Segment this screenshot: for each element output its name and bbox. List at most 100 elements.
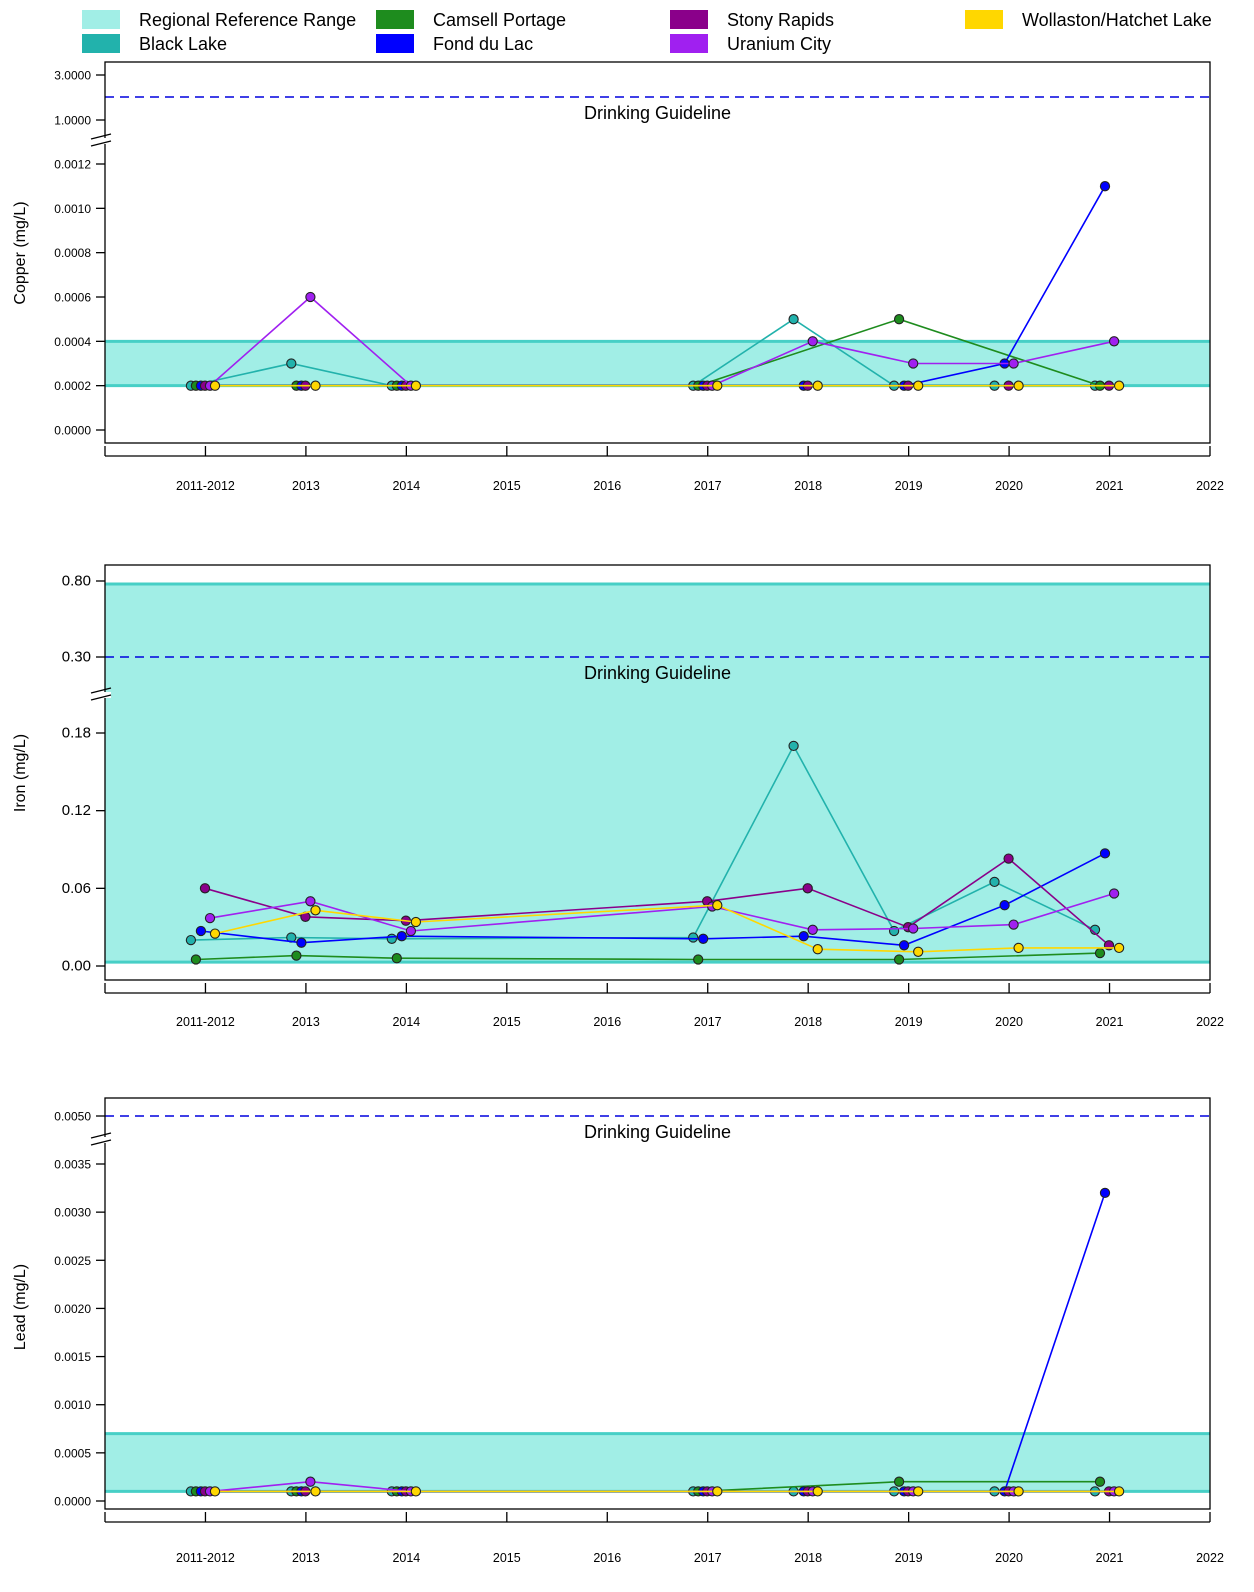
x-tick-label: 2017: [694, 1551, 722, 1565]
iron-panel: Drinking Guideline 0.00 0.06 0.12 0.18 0.30 0.…: [12, 564, 1224, 1029]
x-tick-label: 2018: [794, 1015, 822, 1029]
x-tick-label: 2017: [694, 1015, 722, 1029]
data-point-black-lake: [888, 925, 900, 937]
x-tick-label: 2015: [493, 1015, 521, 1029]
legend-item-regional-reference-range: Regional Reference Range: [82, 10, 356, 30]
x-tick-label: 2011-2012: [176, 1551, 235, 1565]
x-tick-label: 2013: [292, 1551, 320, 1565]
data-point-fond-du-lac: [195, 925, 207, 937]
data-point-camsell-portage: [893, 954, 905, 965]
data-point-uranium-city: [305, 1476, 316, 1487]
data-point-fond-du-lac: [999, 900, 1010, 911]
data-point-fond-du-lac: [296, 937, 307, 948]
plot-frame: [104, 564, 1211, 981]
x-tick-label: 2020: [995, 1551, 1023, 1565]
y-tick-label: 0.18: [62, 725, 91, 742]
series-line-black-lake: [190, 744, 1096, 941]
y-tick-label: 0.00: [62, 958, 91, 975]
data-point-wollaston-hatchet-lake: [913, 946, 924, 957]
data-point-fond-du-lac: [1099, 181, 1111, 192]
axis-break-marker: [90, 133, 112, 147]
data-point-uranium-city: [908, 923, 919, 934]
axis-break-slash: [90, 694, 112, 701]
y-axis-label: Lead (mg/L): [12, 1264, 29, 1350]
x-tick-label: 2019: [895, 479, 923, 493]
data-point-camsell-portage: [190, 954, 202, 965]
axis-break-slash: [90, 1139, 112, 1146]
y-tick-label: 0.0010: [54, 202, 91, 216]
charts: Drinking Guideline 0.0000 0.0002 0.0004 0.00…: [12, 61, 1224, 1565]
data-point-wollaston-hatchet-lake: [712, 380, 723, 391]
data-point-uranium-city: [1008, 358, 1019, 369]
data-point-wollaston-hatchet-lake: [712, 900, 723, 911]
axis-break-gap: [91, 692, 111, 698]
legend-swatch: [965, 10, 1003, 29]
series-wollaston-hatchet-lake: [209, 380, 1125, 391]
series-stony-rapids: [199, 853, 1115, 951]
series-wollaston-hatchet-lake: [209, 1486, 1125, 1497]
x-tick-label: 2015: [493, 1551, 521, 1565]
x-tick-label: 2013: [292, 1015, 320, 1029]
series-camsell-portage: [190, 947, 1106, 965]
y-tick-label: 0.0012: [54, 158, 91, 172]
data-point-wollaston-hatchet-lake: [812, 1486, 823, 1497]
x-tick-label: 2019: [895, 1551, 923, 1565]
reference-range-band: [105, 341, 1210, 386]
data-point-fond-du-lac: [1099, 848, 1111, 859]
data-point-stony-rapids: [802, 883, 813, 894]
data-point-wollaston-hatchet-lake: [1013, 942, 1024, 954]
axis-break-gap: [91, 138, 111, 144]
data-point-wollaston-hatchet-lake: [209, 928, 221, 939]
legend-swatch: [670, 34, 708, 53]
series-line-uranium-city: [209, 295, 1115, 387]
axis-break-slash: [90, 133, 112, 140]
data-point-uranium-city: [1108, 888, 1120, 899]
y-tick-label: 0.06: [62, 880, 91, 897]
data-point-fond-du-lac: [798, 931, 809, 942]
axis-break-slash: [90, 140, 112, 147]
data-point-camsell-portage: [291, 950, 302, 961]
data-point-uranium-city: [1008, 919, 1019, 930]
legend-item-uranium-city: Uranium City: [670, 34, 831, 54]
legend-label: Regional Reference Range: [139, 10, 356, 30]
x-tick-label: 2022: [1196, 1551, 1224, 1565]
data-point-uranium-city: [204, 912, 216, 924]
y-tick-label: 0.80: [62, 573, 91, 590]
legend-swatch: [376, 10, 414, 29]
x-tick-label: 2011-2012: [176, 1015, 235, 1029]
series-fond-du-lac: [195, 848, 1111, 951]
x-tick-label: 2011-2012: [176, 479, 235, 493]
x-tick-label: 2022: [1196, 1015, 1224, 1029]
data-point-camsell-portage: [391, 953, 402, 964]
series-line-uranium-city: [209, 892, 1115, 932]
reference-range-band: [105, 1433, 1210, 1492]
data-point-wollaston-hatchet-lake: [1013, 380, 1024, 391]
lead-panel: Drinking Guideline 0.0000 0.0005 0.0010 0.00…: [12, 1097, 1224, 1565]
x-tick-label: 2021: [1096, 479, 1124, 493]
y-tick-label: 0.0005: [54, 1446, 91, 1460]
legend-swatch: [82, 10, 120, 29]
y-tick-label: 0.0000: [54, 424, 91, 438]
x-tick-label: 2019: [895, 1015, 923, 1029]
legend-label: Stony Rapids: [727, 10, 834, 30]
y-tick-label: 0.0006: [54, 291, 91, 305]
x-tick-label: 2021: [1096, 1015, 1124, 1029]
series-line-stony-rapids: [204, 857, 1110, 946]
x-tick-label: 2014: [392, 479, 420, 493]
x-tick-label: 2018: [794, 479, 822, 493]
y-tick-label: 0.0015: [54, 1350, 91, 1364]
y-tick-label: 0.12: [62, 802, 91, 819]
data-point-black-lake: [286, 358, 297, 369]
series-line-wollaston-hatchet-lake: [214, 904, 1120, 953]
y-tick-label: 0.0050: [54, 1110, 91, 1124]
y-tick-label: 1.0000: [54, 114, 91, 128]
data-point-uranium-city: [807, 924, 818, 935]
x-tick-label: 2016: [593, 479, 621, 493]
y-tick-label: 0.0002: [54, 379, 91, 393]
data-point-wollaston-hatchet-lake: [410, 380, 422, 391]
data-point-wollaston-hatchet-lake: [712, 1486, 723, 1497]
legend-label: Uranium City: [727, 34, 831, 54]
data-point-wollaston-hatchet-lake: [812, 944, 823, 955]
reference-range-band: [105, 584, 1210, 963]
